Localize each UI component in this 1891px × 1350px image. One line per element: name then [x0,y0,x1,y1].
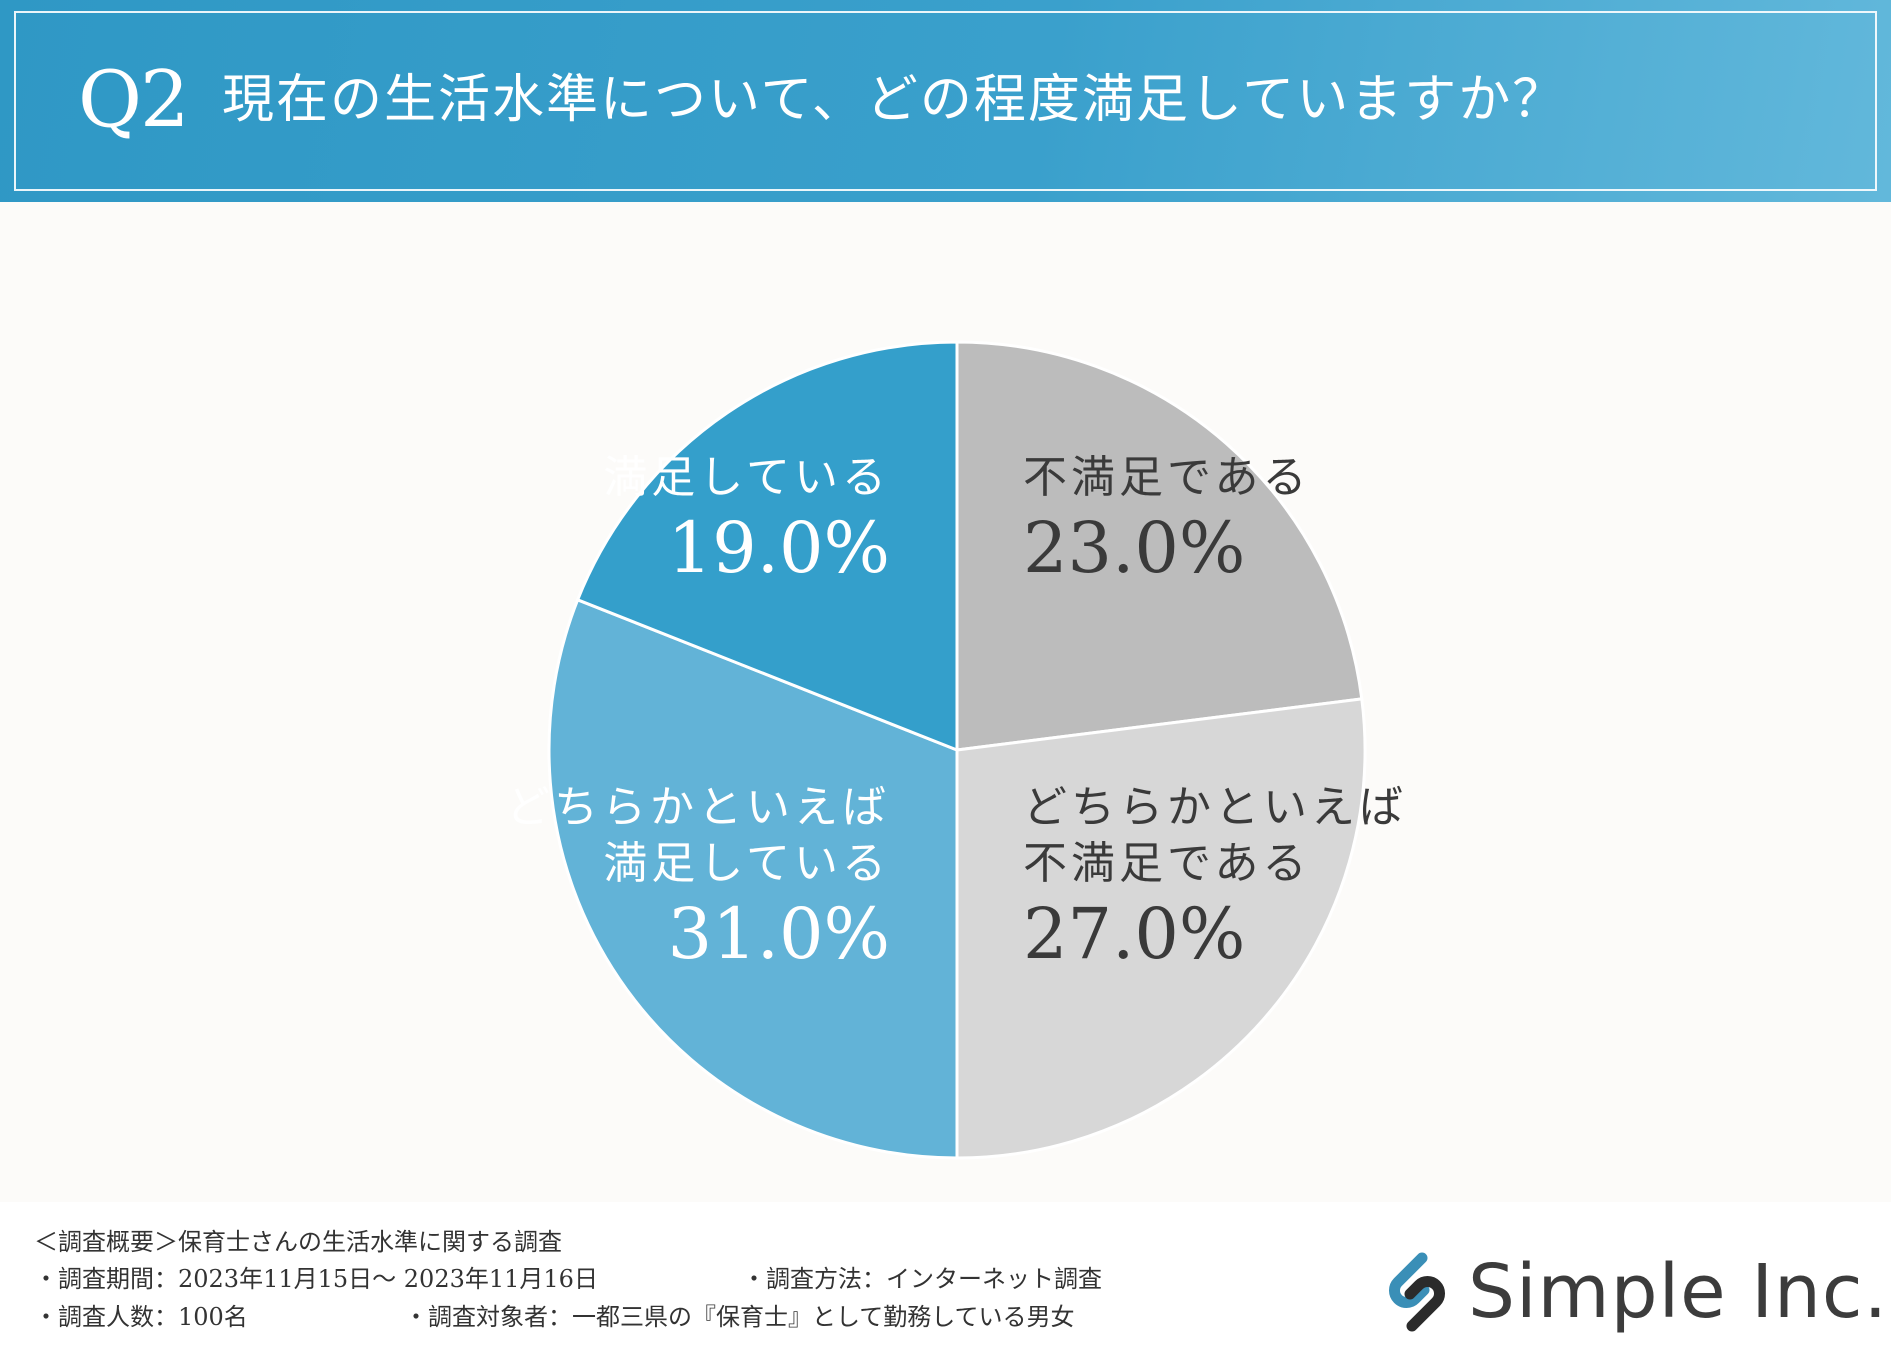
survey-overview: ＜調査概要＞保育士さんの生活水準に関する調査 [34,1228,562,1256]
slice-label: 不満足である [1023,452,1311,503]
question-text: 現在の生活水準について、どの程度満足していますか？ [222,70,1567,130]
survey-method: ・調査方法：インターネット調査 [742,1265,1102,1293]
header-banner: Q2 現在の生活水準について、どの程度満足していますか？ [0,0,1891,202]
simple-logo-icon [1389,1252,1445,1332]
question-number: Q2 [78,55,190,145]
slice-label: 満足している [603,838,890,889]
pie-slice [955,697,1367,1160]
survey-count: ・調査人数：100名 [34,1303,248,1331]
brand-logo: Simple Inc. [1382,1248,1887,1334]
header-frame [14,11,1877,191]
slice-label: 不満足である [1023,838,1311,889]
pie-chart-area: 不満足である 23.0% どちらかといえば 不満足である 27.0% どちらかといえば 満足… [0,202,1891,1202]
pie-slice [575,340,959,753]
survey-period: ・調査期間：2023年11月15日～ 2023年11月16日 [34,1265,598,1293]
slice-value-label: 23.0% [1023,507,1245,589]
slice-label: どちらかといえば [1023,782,1407,833]
slice-label: どちらかといえば [506,782,890,833]
slice-value-label: 27.0% [1023,893,1245,975]
pie-chart: 不満足である23.0%どちらかといえば不満足である27.0%どちらかといえば満足… [506,340,1407,1160]
slice-value-label: 19.0% [668,507,890,589]
survey-target: ・調査対象者：一都三県の『保育士』として勤務している男女 [404,1303,1075,1331]
footer [0,1202,1891,1350]
brand-name: Simple Inc. [1468,1249,1889,1335]
slice-value-label: 31.0% [668,893,890,975]
pie-slice [955,340,1364,752]
slice-label: 満足している [603,452,890,503]
pie-slice [547,597,959,1160]
